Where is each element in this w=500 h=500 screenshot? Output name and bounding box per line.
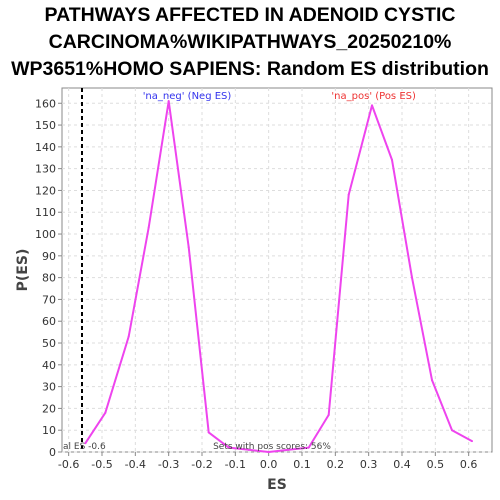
y-tick-label: 130	[35, 163, 56, 176]
data-point	[127, 335, 130, 338]
data-point	[451, 429, 453, 432]
data-point	[327, 413, 330, 416]
data-point	[411, 276, 413, 279]
y-tick-label: 120	[35, 184, 56, 197]
x-tick-label: 0.5	[427, 458, 445, 471]
x-tick-label: -0.1	[225, 458, 246, 471]
y-tick-label: 60	[42, 315, 56, 328]
x-tick-label: -0.6	[58, 458, 79, 471]
annotations-layer: 'na_neg' (Neg ES) 'na_pos' (Pos ES) al ES …	[63, 88, 416, 452]
data-point	[471, 440, 473, 443]
data-point	[391, 158, 393, 161]
data-point	[307, 446, 310, 449]
y-tick-label: 50	[42, 337, 56, 350]
x-axis-ticks: -0.6 -0.5 -0.4 -0.3 -0.2 -0.1 0.0 0.1 0.2 0.3 0.4 0…	[58, 452, 477, 471]
data-point	[84, 442, 87, 445]
y-tick-label: 110	[35, 206, 56, 219]
data-point	[247, 448, 250, 451]
y-tick-label: 140	[35, 141, 56, 154]
neg-es-label: 'na_neg' (Neg ES)	[143, 91, 232, 102]
y-tick-label: 80	[42, 272, 56, 285]
chart-title-line-2: CARCINOMA%WIKIPATHWAYS_20250210%	[49, 31, 452, 53]
y-tick-label: 10	[42, 424, 56, 437]
x-tick-label: 0.2	[327, 458, 345, 471]
x-tick-label: 0.6	[460, 458, 478, 471]
x-axis-label: ES	[267, 477, 287, 493]
pos-es-label: 'na_pos' (Pos ES)	[331, 91, 416, 102]
x-tick-label: 0.4	[393, 458, 411, 471]
x-tick-label: 0.0	[260, 458, 278, 471]
data-point	[227, 446, 230, 449]
x-tick-label: 0.3	[360, 458, 378, 471]
series-line-0	[84, 100, 473, 453]
series-layer	[84, 100, 473, 453]
y-tick-label: 160	[35, 97, 56, 110]
actual-es-label: al ES -0.6	[63, 442, 106, 452]
data-point	[267, 451, 270, 453]
y-tick-label: 150	[35, 119, 56, 132]
x-tick-label: -0.5	[91, 458, 112, 471]
x-tick-label: -0.2	[191, 458, 212, 471]
data-point	[371, 104, 373, 107]
plot-area	[61, 87, 493, 453]
x-tick-label: 0.1	[293, 458, 311, 471]
data-point	[167, 100, 170, 103]
y-tick-label: 90	[42, 250, 56, 263]
chart-title-line-1: PATHWAYS AFFECTED IN ADENOID CYSTIC	[45, 4, 456, 26]
y-axis-label: P(ES)	[15, 249, 31, 292]
data-point	[147, 226, 150, 229]
y-tick-label: 100	[35, 228, 56, 241]
y-tick-label: 0	[49, 446, 56, 459]
chart-title-line-3: WP3651%HOMO SAPIENS: Random ES distribut…	[11, 58, 489, 80]
data-point	[287, 448, 290, 451]
grid	[62, 88, 492, 453]
x-tick-label: -0.4	[125, 458, 146, 471]
data-point	[347, 193, 350, 196]
y-tick-label: 20	[42, 402, 56, 415]
y-tick-label: 30	[42, 381, 56, 394]
x-tick-label: -0.3	[158, 458, 179, 471]
pos-scores-text: Sets with pos scores: 56%	[213, 442, 331, 452]
y-tick-label: 70	[42, 293, 56, 306]
data-point	[187, 246, 190, 249]
data-point	[104, 411, 107, 414]
data-point	[207, 431, 210, 434]
y-tick-label: 40	[42, 359, 56, 372]
y-axis-ticks: 0 10 20 30 40 50 60 70 80 90 100 110 120 130 140 150 160	[35, 97, 62, 459]
data-point	[431, 379, 433, 382]
